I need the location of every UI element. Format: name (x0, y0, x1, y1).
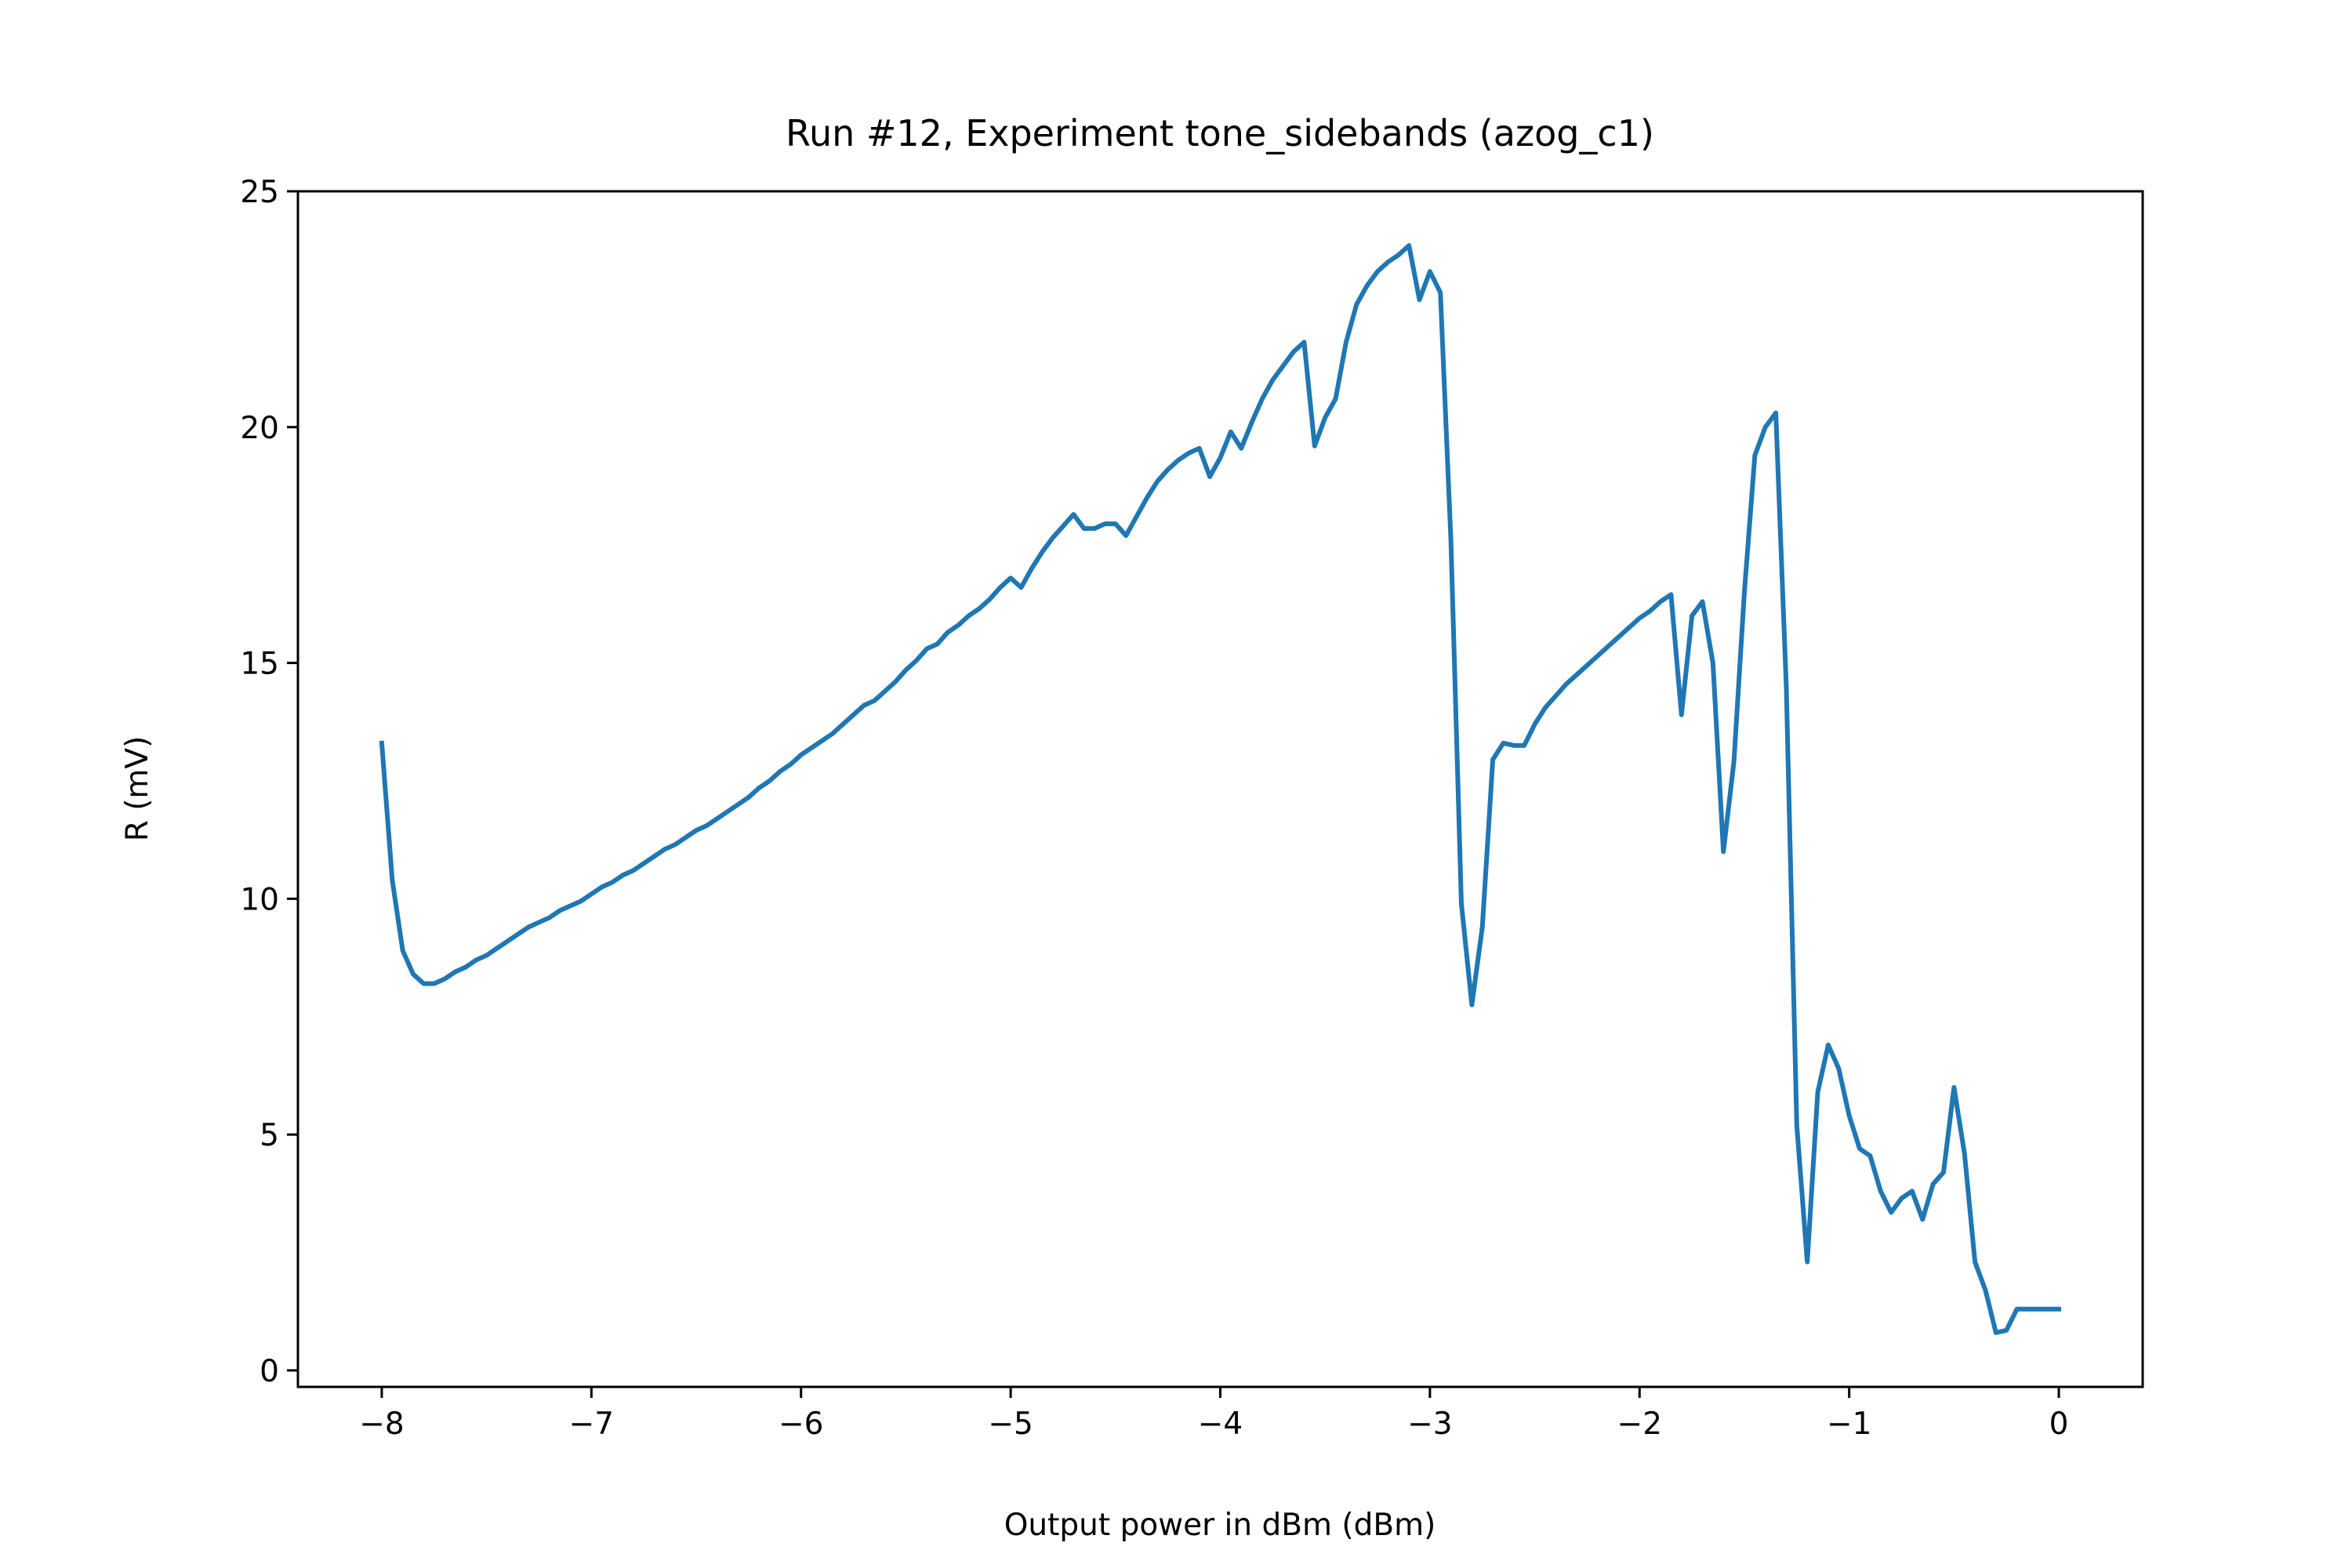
x-tick-label: −7 (569, 1406, 615, 1442)
y-tick-label: 20 (240, 411, 279, 446)
x-tick-label: −5 (988, 1406, 1033, 1442)
x-tick-label: −2 (1617, 1406, 1663, 1442)
y-tick-label: 10 (240, 882, 279, 917)
x-tick-label: −3 (1407, 1406, 1453, 1442)
data-line (379, 243, 2062, 1335)
y-tick-label: 5 (260, 1118, 279, 1153)
x-axis-label: Output power in dBm (dBm) (1004, 1508, 1436, 1543)
x-tick-label: −6 (779, 1406, 824, 1442)
y-tick-label: 0 (260, 1354, 279, 1389)
x-tick-label: −4 (1198, 1406, 1243, 1442)
x-tick-label: −1 (1827, 1406, 1872, 1442)
y-axis-label: R (mV) (120, 736, 155, 842)
y-tick-label: 15 (240, 647, 279, 682)
y-tick-label: 25 (240, 175, 279, 210)
x-tick-label: −8 (359, 1406, 405, 1442)
chart-title: Run #12, Experiment tone_sidebands (azog… (786, 112, 1654, 154)
plot-frame (296, 190, 2144, 1388)
x-tick-label: 0 (2049, 1406, 2069, 1442)
